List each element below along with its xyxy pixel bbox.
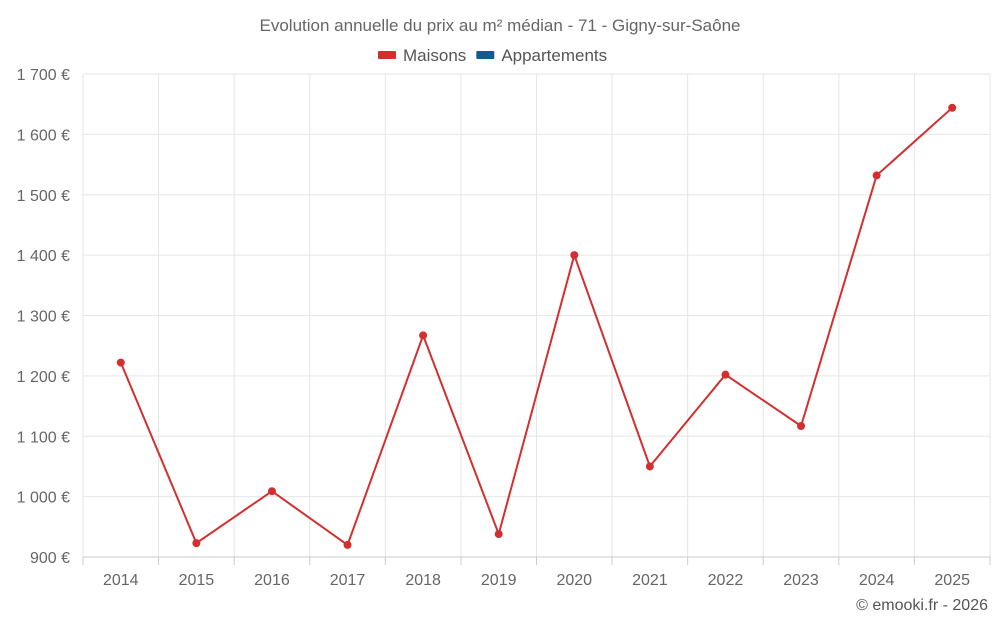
grid: [82, 73, 991, 557]
x-tick-label: 2023: [783, 572, 819, 589]
y-tick-label: 1 700 €: [17, 67, 70, 84]
legend: Maisons Appartements: [378, 46, 607, 65]
x-tick-label: 2024: [859, 572, 895, 589]
y-tick-label: 1 100 €: [17, 429, 70, 446]
data-point[interactable]: [721, 370, 730, 379]
legend-label-0[interactable]: Maisons: [403, 46, 466, 65]
y-tick-label: 1 600 €: [17, 127, 70, 144]
data-point[interactable]: [494, 530, 503, 539]
x-tick-label: 2025: [934, 572, 970, 589]
data-point[interactable]: [116, 358, 125, 367]
x-tick-label: 2015: [179, 572, 215, 589]
y-tick-label: 900 €: [30, 550, 70, 567]
data-point[interactable]: [948, 103, 957, 112]
series-line-0: [119, 107, 953, 547]
x-tick-label: 2016: [254, 572, 290, 589]
y-tick-label: 1 300 €: [17, 309, 70, 326]
chart-title: Evolution annuelle du prix au m² médian …: [260, 16, 741, 35]
x-axis: 2014 2015 2016 2017 2018 2019 2020 2021 2022 2023…: [82, 556, 991, 589]
x-tick-label: 2020: [556, 572, 592, 589]
y-tick-label: 1 000 €: [17, 490, 70, 507]
legend-label-1[interactable]: Appartements: [501, 46, 607, 65]
legend-swatch-0: [378, 51, 396, 59]
x-tick-label: 2018: [405, 572, 441, 589]
series-layer: [116, 103, 957, 549]
data-point[interactable]: [872, 171, 881, 180]
x-tick-label: 2019: [481, 572, 517, 589]
legend-swatch-1: [476, 51, 495, 59]
y-axis: 1 700 € 1 600 € 1 500 € 1 400 € 1 300 € 1 200…: [17, 67, 70, 567]
x-tick-label: 2021: [632, 572, 668, 589]
data-point[interactable]: [192, 539, 201, 548]
x-tick-label: 2022: [708, 572, 744, 589]
y-tick-label: 1 500 €: [17, 188, 70, 205]
y-tick-label: 1 400 €: [17, 248, 70, 265]
credit-text: © emooki.fr - 2026: [856, 597, 988, 614]
data-point[interactable]: [419, 331, 428, 340]
data-point[interactable]: [267, 487, 276, 496]
data-point[interactable]: [570, 251, 579, 260]
data-point[interactable]: [645, 462, 654, 471]
data-point[interactable]: [343, 540, 352, 549]
data-point[interactable]: [797, 421, 806, 430]
y-tick-label: 1 200 €: [17, 369, 70, 386]
x-tick-label: 2017: [330, 572, 366, 589]
x-tick-label: 2014: [103, 572, 139, 589]
